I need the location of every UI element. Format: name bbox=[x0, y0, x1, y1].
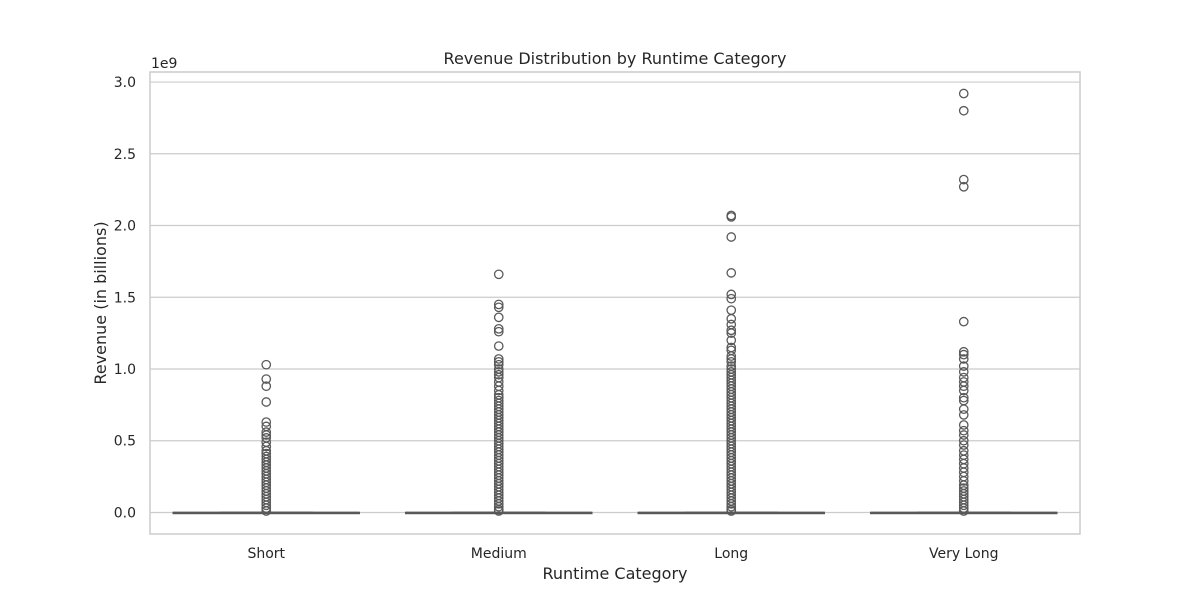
y-tick-label: 3.0 bbox=[114, 75, 136, 91]
y-tick-label: 1.5 bbox=[114, 290, 136, 306]
outlier-point bbox=[493, 269, 504, 280]
outlier-point bbox=[958, 435, 969, 446]
box-group-long bbox=[637, 210, 825, 516]
outlier-point bbox=[493, 302, 504, 313]
outlier-point bbox=[958, 349, 969, 360]
y-tick-label: 0.5 bbox=[114, 434, 136, 450]
outlier-point bbox=[958, 420, 969, 430]
outlier-point bbox=[958, 440, 969, 450]
outlier-point bbox=[958, 181, 969, 192]
outlier-point bbox=[726, 501, 737, 512]
outlier-point bbox=[726, 351, 737, 361]
outlier-point bbox=[493, 341, 504, 351]
y-axis-title: Revenue (in billions) bbox=[91, 221, 110, 384]
outlier-point bbox=[261, 506, 272, 516]
outlier-point bbox=[726, 293, 737, 304]
outlier-point bbox=[958, 354, 969, 364]
chart-title: Revenue Distribution by Runtime Category bbox=[444, 49, 787, 68]
x-tick-label: Long bbox=[714, 546, 748, 562]
outlier-point bbox=[958, 105, 969, 116]
outlier-point bbox=[958, 430, 969, 440]
x-axis-ticks: Short Medium Long Very Long bbox=[247, 546, 998, 562]
outlier-point bbox=[493, 312, 504, 323]
y-axis-ticks: 0.0 0.5 1.0 1.5 2.0 2.5 3.0 bbox=[114, 75, 136, 521]
outlier-point bbox=[261, 503, 272, 514]
y-tick-label: 1.0 bbox=[114, 362, 136, 378]
outlier-point bbox=[958, 500, 969, 511]
outlier-point bbox=[493, 359, 504, 370]
outlier-point bbox=[493, 385, 504, 396]
outlier-point bbox=[958, 346, 969, 357]
outlier-point bbox=[261, 427, 272, 437]
outlier-point bbox=[958, 316, 969, 327]
box-group-short bbox=[172, 359, 360, 516]
x-tick-label: Very Long bbox=[929, 546, 998, 562]
outlier-point bbox=[493, 506, 504, 516]
outlier-point bbox=[958, 367, 969, 377]
outlier-point bbox=[726, 325, 737, 336]
outlier-point bbox=[958, 506, 969, 516]
box-series bbox=[172, 88, 1058, 516]
outlier-point bbox=[958, 410, 969, 420]
y-tick-label: 2.5 bbox=[114, 147, 136, 163]
box-group-very-long bbox=[870, 88, 1058, 516]
outlier-point bbox=[726, 506, 737, 516]
x-tick-label: Short bbox=[247, 546, 285, 562]
outlier-point bbox=[726, 232, 737, 242]
outlier-point bbox=[726, 328, 737, 338]
outlier-point bbox=[261, 500, 272, 511]
outlier-point bbox=[958, 425, 969, 436]
outlier-point bbox=[958, 361, 969, 371]
outlier-point bbox=[493, 367, 504, 377]
outlier-point bbox=[726, 356, 737, 367]
outlier-point bbox=[493, 501, 504, 512]
outlier-point bbox=[261, 441, 272, 452]
outlier-point bbox=[958, 476, 969, 486]
outlier-point bbox=[958, 392, 969, 403]
y-axis-offset-label: 1e9 bbox=[151, 56, 177, 72]
outlier-point bbox=[493, 369, 504, 380]
outlier-point bbox=[493, 326, 504, 337]
x-axis-title: Runtime Category bbox=[543, 564, 688, 583]
outlier-point bbox=[493, 299, 504, 310]
y-tick-label: 0.0 bbox=[114, 505, 136, 521]
outlier-point bbox=[261, 417, 272, 427]
outlier-point bbox=[261, 430, 272, 440]
outlier-point bbox=[726, 335, 737, 346]
outlier-point bbox=[261, 374, 272, 384]
outlier-point bbox=[726, 268, 737, 278]
outlier-point bbox=[726, 354, 737, 364]
outlier-point bbox=[958, 174, 969, 185]
plot-frame bbox=[149, 71, 1081, 535]
outlier-point bbox=[958, 381, 969, 392]
outlier-point bbox=[261, 397, 272, 407]
outlier-point bbox=[958, 385, 969, 396]
outlier-point bbox=[261, 359, 272, 370]
grid-lines bbox=[150, 81, 1080, 514]
outlier-point bbox=[493, 323, 504, 334]
outlier-point bbox=[493, 499, 504, 509]
outlier-point bbox=[726, 212, 737, 222]
x-tick-label: Medium bbox=[471, 546, 527, 562]
outlier-point bbox=[958, 503, 969, 514]
outlier-point bbox=[726, 313, 737, 324]
outlier-point bbox=[493, 356, 504, 367]
outlier-point bbox=[726, 289, 737, 300]
y-tick-label: 2.0 bbox=[114, 219, 136, 235]
outlier-point bbox=[261, 381, 272, 392]
outlier-point bbox=[493, 354, 504, 364]
outlier-point bbox=[958, 404, 969, 415]
outlier-point bbox=[726, 499, 737, 509]
box-group-medium bbox=[405, 269, 593, 516]
outlier-point bbox=[958, 88, 969, 99]
